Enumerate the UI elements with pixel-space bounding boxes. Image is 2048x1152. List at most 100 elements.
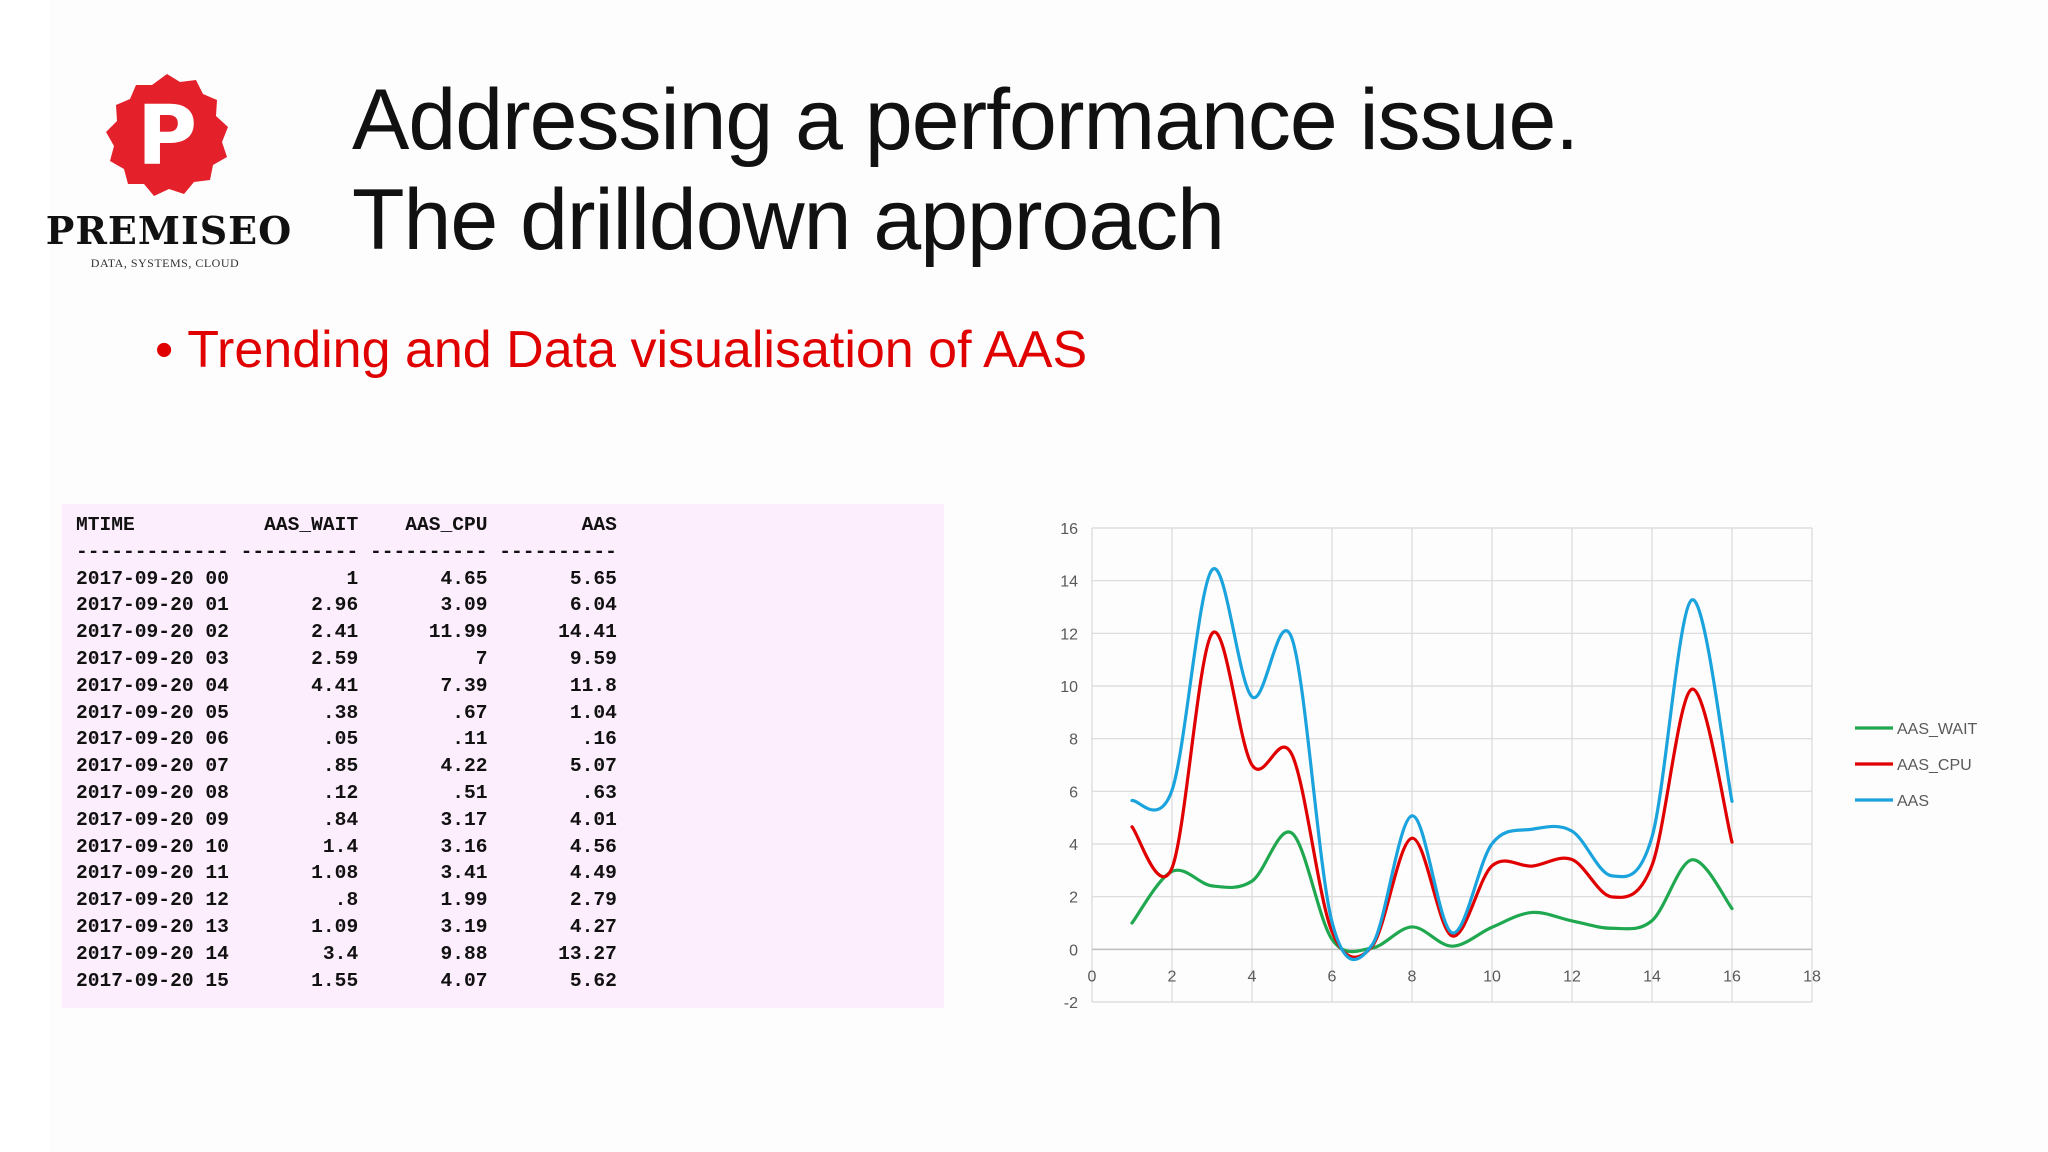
table-row: 2017-09-20 13 1.09 3.19 4.27 [76,914,617,941]
table-row: 2017-09-20 00 1 4.65 5.65 [76,566,617,593]
table-cell: .38 [228,701,359,724]
table-cell: 14.41 [487,621,617,644]
x-tick-label: 16 [1723,968,1741,985]
table-row: 2017-09-20 08 .12 .51 .63 [76,780,617,807]
table-header-cell: AAS [487,514,617,536]
y-tick-label: 4 [1069,837,1078,854]
table-cell: 2017-09-20 10 [76,835,229,858]
table-cell: 2017-09-20 06 [76,728,229,751]
title-line-2: The drilldown approach [352,172,1225,268]
y-tick-label: 8 [1069,732,1078,749]
y-tick-label: 2 [1069,890,1078,907]
table-cell: 2017-09-20 11 [76,862,229,885]
table-row: 2017-09-20 15 1.55 4.07 5.62 [76,968,617,995]
legend-label: AAS_WAIT [1897,721,1978,738]
table-cell: .8 [228,889,359,912]
table-cell: 7.39 [358,674,488,697]
table-cell: 3.19 [358,915,488,938]
table-cell: 2017-09-20 12 [76,889,229,912]
legend-label: AAS [1897,793,1929,810]
x-tick-label: 2 [1168,968,1177,985]
table-row: 2017-09-20 07 .85 4.22 5.07 [76,753,617,780]
legend-label: AAS_CPU [1897,757,1972,774]
table-cell: 2017-09-20 00 [76,567,229,590]
table-cell: 4.56 [487,835,617,858]
series-line-aas [1130,567,1734,961]
table-row: 2017-09-20 06 .05 .11 .16 [76,726,617,753]
x-tick-label: 4 [1248,968,1257,985]
table-cell: 3.16 [358,835,488,858]
table-cell: 3.41 [358,862,488,885]
table-cell: 1.08 [228,862,359,885]
y-tick-label: 10 [1060,679,1078,696]
premiseo-logo: P PREMISEO DATA, SYSTEMS, CLOUD [40,70,291,280]
table-cell: 2017-09-20 09 [76,808,229,831]
table-cell: 2017-09-20 01 [76,594,229,617]
table-row: 2017-09-20 01 2.96 3.09 6.04 [76,592,617,619]
table-cell: 1.55 [228,969,359,992]
table-cell: 2017-09-20 05 [76,701,229,724]
table-cell: .16 [487,728,617,751]
table-cell: 1.4 [228,835,359,858]
table-cell: 11.8 [487,674,617,697]
table-cell: 4.27 [487,915,617,938]
sql-output-table: MTIME AAS_WAIT AAS_CPU AAS ------------- … [76,512,617,994]
table-row: 2017-09-20 11 1.08 3.41 4.49 [76,860,617,887]
bullet-text: Trending and Data visualisation of AAS [187,321,1088,379]
table-cell: 2017-09-20 13 [76,915,229,938]
table-cell: 3.09 [358,594,488,617]
y-tick-label: 14 [1060,574,1078,591]
slide-title: Addressing a performance issue. The dril… [352,70,1579,270]
table-cell: .85 [228,755,359,778]
table-cell: 1.09 [228,915,359,938]
logo-badge-icon: P [106,74,228,196]
table-cell: 4.22 [358,755,488,778]
y-tick-label: -2 [1064,995,1078,1012]
table-cell: .05 [228,728,359,751]
table-cell: 2017-09-20 08 [76,781,229,804]
bullet-item: • Trending and Data visualisation of AAS [155,320,1087,380]
table-separator: ------------- ---------- ---------- ----… [76,540,617,563]
table-cell: 13.27 [487,942,617,965]
table-cell: 3.17 [358,808,488,831]
table-cell: 4.07 [358,969,488,992]
table-cell: 6.04 [487,594,617,617]
table-cell: 2.96 [228,594,359,617]
table-cell: 2.79 [487,889,617,912]
x-tick-label: 10 [1483,968,1501,985]
table-cell: 2017-09-20 02 [76,621,229,644]
table-row: 2017-09-20 14 3.4 9.88 13.27 [76,941,617,968]
table-cell: .12 [228,781,359,804]
bullet-dot-icon: • [155,321,174,379]
table-cell: 4.41 [228,674,359,697]
table-cell: 2017-09-20 15 [76,969,229,992]
table-cell: 9.59 [487,647,617,670]
series-line-aas-wait [1130,830,1734,954]
x-tick-label: 6 [1328,968,1337,985]
logo-name: PREMISEO [45,208,293,253]
table-cell: 2017-09-20 03 [76,647,229,670]
table-row: 2017-09-20 05 .38 .67 1.04 [76,700,617,727]
table-header-row: MTIME AAS_WAIT AAS_CPU AAS [76,512,617,539]
y-tick-label: 6 [1069,784,1078,801]
y-tick-label: 12 [1060,626,1078,643]
y-tick-label: 0 [1069,942,1078,959]
table-row: 2017-09-20 02 2.41 11.99 14.41 [76,619,617,646]
series-line-aas-cpu [1130,630,1734,959]
logo-letter: P [137,89,197,184]
table-row: 2017-09-20 03 2.59 7 9.59 [76,646,617,673]
table-cell: 1.99 [358,889,488,912]
sql-output-box: MTIME AAS_WAIT AAS_CPU AAS ------------- … [62,504,944,1008]
table-row: 2017-09-20 09 .84 3.17 4.01 [76,807,617,834]
aas-line-chart: -2 0 2 4 6 8 10 12 14 16 0 2 4 6 8 10 12 14 16 18 AAS_WAIT AA… [1060,521,1978,1012]
x-tick-label: 0 [1088,968,1097,985]
table-row: 2017-09-20 12 .8 1.99 2.79 [76,887,617,914]
table-cell: .84 [228,808,359,831]
table-cell: 5.07 [487,755,617,778]
table-cell: 5.65 [487,567,617,590]
x-tick-label: 12 [1563,968,1581,985]
table-header-cell: AAS_CPU [358,514,488,536]
table-cell: 5.62 [487,969,617,992]
table-cell: .63 [487,781,617,804]
table-cell: 2.41 [228,621,359,644]
